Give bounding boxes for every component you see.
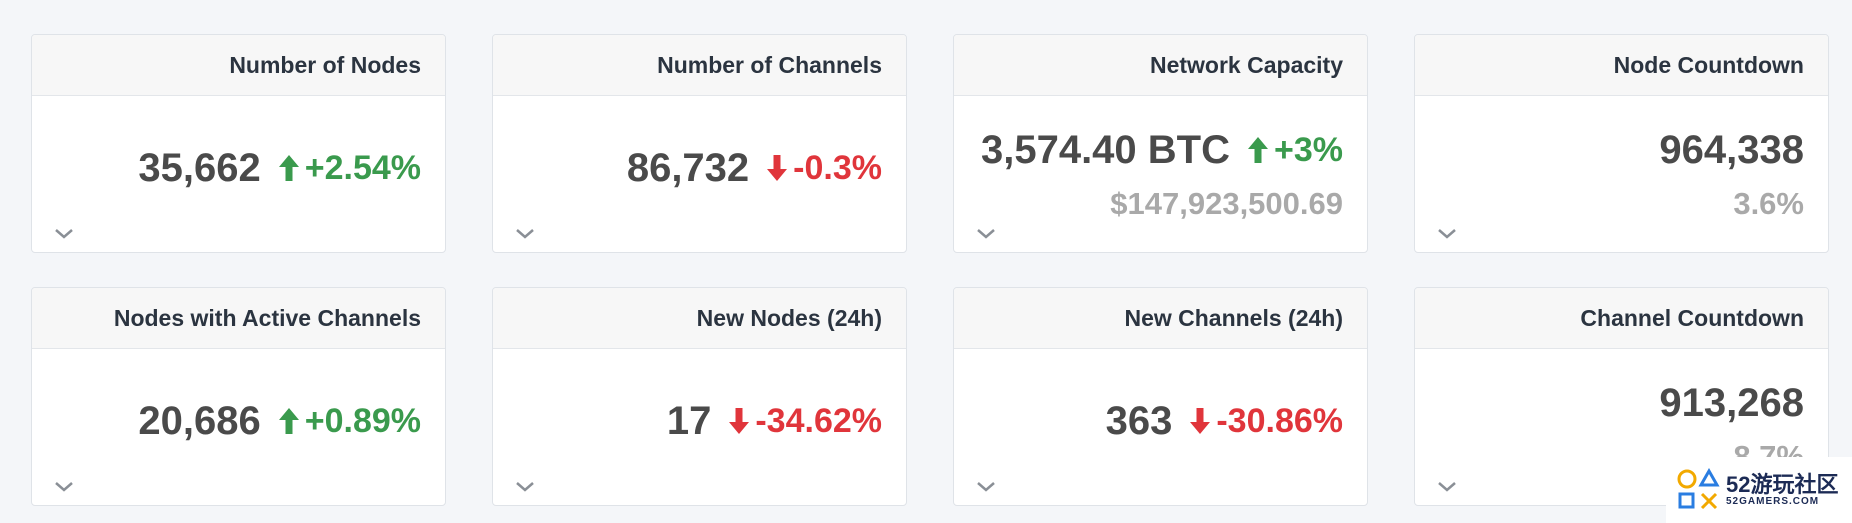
stat-value: 86,732 — [626, 146, 750, 190]
card-body: 964,338 3.6% — [1415, 96, 1828, 252]
card-network-capacity: Network Capacity 3,574.40 BTC +3% $147,9… — [953, 34, 1368, 253]
card-title: Network Capacity — [1149, 51, 1343, 78]
card-header: Nodes with Active Channels — [32, 288, 445, 349]
card-title: New Nodes (24h) — [696, 304, 882, 331]
main-row: 20,686 +0.89% — [138, 401, 421, 441]
watermark-main: 52游玩社区 — [1726, 471, 1839, 497]
main-row: 17 -34.62% — [667, 401, 882, 441]
card-title: New Channels (24h) — [1124, 304, 1343, 331]
main-row: 86,732 -0.3% — [627, 148, 882, 188]
stat-value: 913,268 — [1659, 381, 1804, 425]
stat-change-text: -30.86% — [1216, 402, 1343, 440]
stat-change-text: -34.62% — [755, 402, 882, 440]
main-row: 35,662 +2.54% — [138, 148, 421, 188]
stat-value: 20,686 — [138, 399, 261, 443]
card-header: Channel Countdown — [1415, 288, 1828, 349]
card-new-channels: New Channels (24h) 363 -30.86% — [953, 287, 1368, 506]
stat-change: -34.62% — [729, 404, 882, 438]
watermark: 52游玩社区 52GAMERS.COM — [1666, 457, 1852, 523]
stat-subvalue: $147,923,500.69 — [1110, 186, 1343, 221]
card-title: Nodes with Active Channels — [113, 304, 421, 331]
card-body: 35,662 +2.54% — [32, 96, 445, 252]
stat-change: -0.3% — [767, 151, 882, 185]
stat-value: 964,338 — [1659, 128, 1804, 172]
watermark-sub: 52GAMERS.COM — [1726, 496, 1820, 508]
card-node-countdown: Node Countdown 964,338 3.6% — [1414, 34, 1829, 253]
stat-change: +2.54% — [278, 149, 421, 187]
chevron-down-icon[interactable] — [974, 227, 998, 241]
watermark-text: 52游玩社区 52GAMERS.COM — [1726, 473, 1838, 507]
stat-change: -30.86% — [1190, 404, 1343, 438]
card-body: 17 -34.62% — [493, 349, 906, 505]
card-number-of-nodes: Number of Nodes 35,662 +2.54% — [31, 34, 446, 253]
card-header: New Channels (24h) — [954, 288, 1367, 349]
arrow-down-icon — [767, 155, 788, 181]
card-title: Number of Channels — [657, 51, 882, 78]
stat-change: +0.89% — [278, 402, 421, 440]
main-row: 3,574.40 BTC +3% — [981, 130, 1343, 170]
card-nodes-active-channels: Nodes with Active Channels 20,686 +0.89% — [31, 287, 446, 506]
card-body: 20,686 +0.89% — [32, 349, 445, 505]
card-header: Number of Nodes — [32, 35, 445, 96]
main-row: 913,268 — [1659, 383, 1804, 423]
chevron-down-icon[interactable] — [52, 227, 76, 241]
card-title: Node Countdown — [1613, 51, 1804, 78]
card-body: 363 -30.86% — [954, 349, 1367, 505]
stats-grid: Number of Nodes 35,662 +2.54% Number of … — [31, 34, 1829, 506]
stat-change: +3% — [1248, 133, 1343, 167]
card-body: 86,732 -0.3% — [493, 96, 906, 252]
stat-value: 3,574.40 BTC — [980, 128, 1230, 172]
card-new-nodes: New Nodes (24h) 17 -34.62% — [492, 287, 907, 506]
card-header: Node Countdown — [1415, 35, 1828, 96]
chevron-down-icon[interactable] — [1435, 480, 1459, 494]
stat-value: 35,662 — [138, 146, 261, 190]
stat-change-text: -0.3% — [793, 149, 882, 187]
gamepad-buttons-icon — [1677, 468, 1720, 510]
card-channel-countdown: Channel Countdown 913,268 8.7% — [1414, 287, 1829, 506]
card-header: Number of Channels — [493, 35, 906, 96]
arrow-up-icon — [278, 155, 299, 181]
card-title: Channel Countdown — [1580, 304, 1804, 331]
stat-change-text: +2.54% — [304, 149, 421, 187]
chevron-down-icon[interactable] — [974, 480, 998, 494]
card-header: New Nodes (24h) — [493, 288, 906, 349]
chevron-down-icon[interactable] — [52, 480, 76, 494]
stat-value: 17 — [666, 399, 712, 443]
stat-change-text: +0.89% — [304, 402, 421, 440]
stat-value: 363 — [1105, 399, 1173, 443]
chevron-down-icon[interactable] — [513, 480, 537, 494]
stat-change-text: +3% — [1274, 131, 1343, 169]
arrow-down-icon — [1190, 408, 1211, 434]
main-row: 964,338 — [1659, 130, 1804, 170]
main-row: 363 -30.86% — [1106, 401, 1343, 441]
card-header: Network Capacity — [954, 35, 1367, 96]
chevron-down-icon[interactable] — [513, 227, 537, 241]
arrow-down-icon — [729, 408, 750, 434]
stat-subvalue: 3.6% — [1733, 186, 1804, 221]
card-body: 3,574.40 BTC +3% $147,923,500.69 — [954, 96, 1367, 252]
arrow-up-icon — [1248, 137, 1268, 163]
card-title: Number of Nodes — [229, 51, 421, 78]
card-number-of-channels: Number of Channels 86,732 -0.3% — [492, 34, 907, 253]
arrow-up-icon — [278, 408, 299, 434]
chevron-down-icon[interactable] — [1435, 227, 1459, 241]
